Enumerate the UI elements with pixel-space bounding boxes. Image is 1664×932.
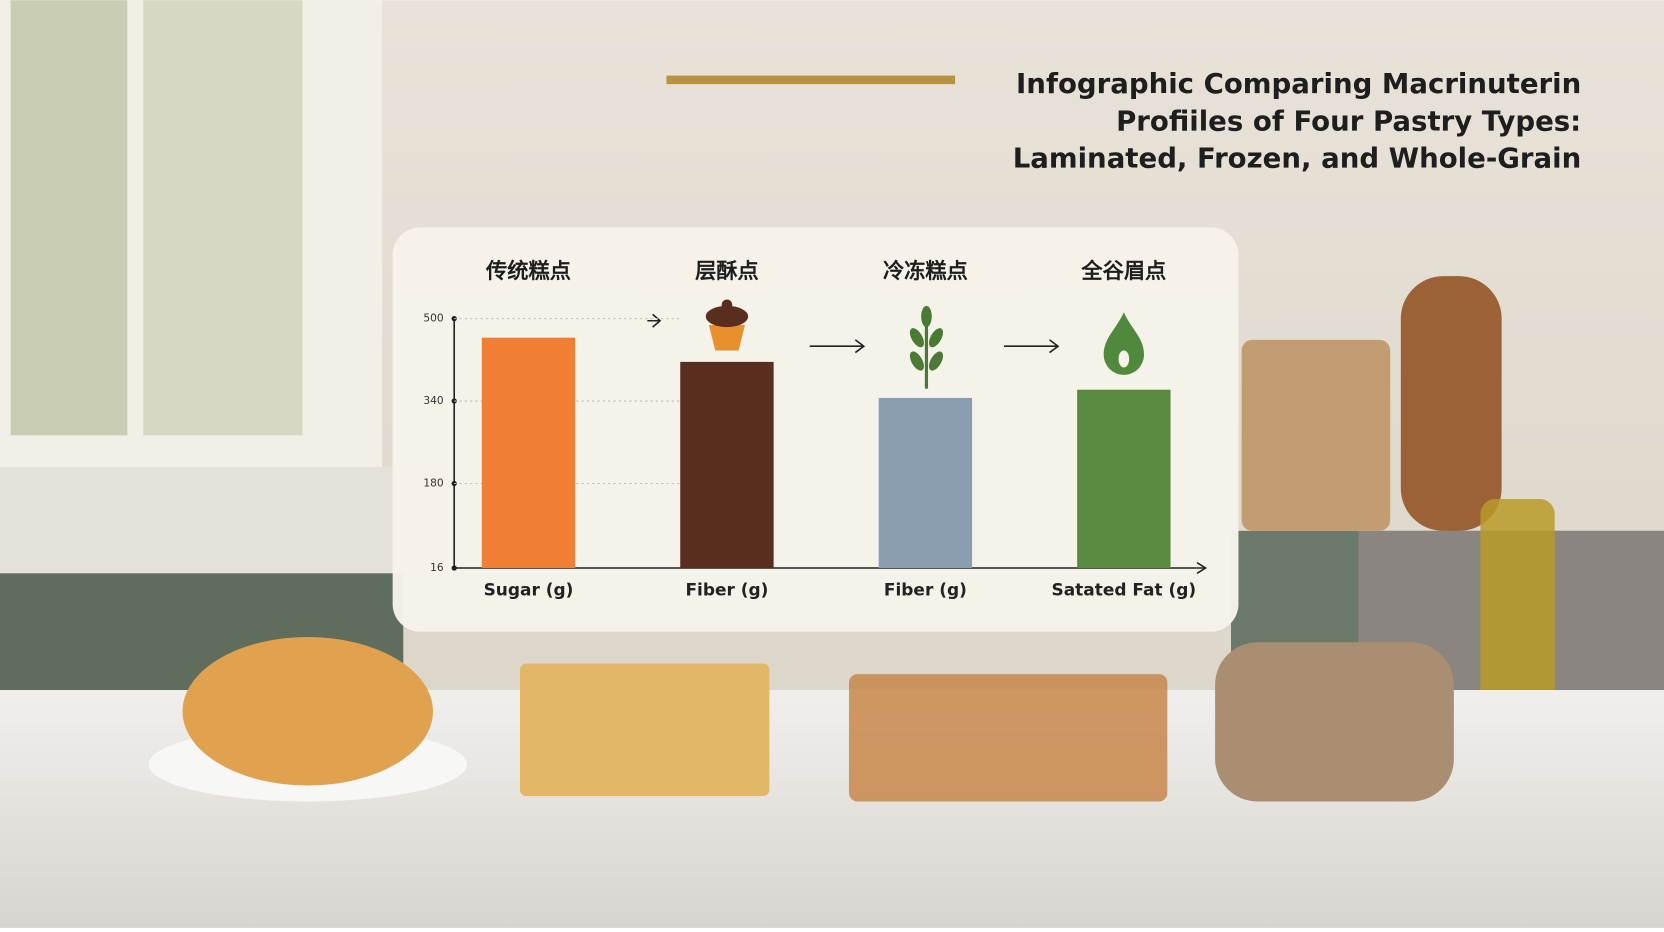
wheat-icon (909, 305, 944, 389)
group-label: 冷冻糕点 (883, 258, 968, 284)
x-tick-label: Sugar (g) (484, 580, 574, 600)
x-tick-label: Fiber (g) (685, 580, 768, 600)
bar (1077, 389, 1171, 568)
y-tick-label: 340 (423, 394, 444, 407)
pastry-tray (848, 674, 1168, 802)
sink-counter (0, 467, 446, 574)
window-pane (143, 0, 303, 436)
bar (878, 397, 973, 568)
group-label: 层酥点 (695, 258, 759, 284)
tick-mark (451, 565, 457, 571)
chart-title: Laminated, Frozen, and Whole-Grain (1013, 141, 1582, 174)
group-label: 全谷眉点 (1080, 258, 1166, 284)
y-tick-label: 500 (423, 312, 444, 325)
bar (680, 361, 774, 568)
pastry (182, 636, 433, 786)
flour-bag (1241, 339, 1391, 531)
arrow (647, 313, 662, 328)
cutting-board (1400, 276, 1502, 531)
x-tick-label: Fiber (g) (884, 580, 967, 600)
x-tick-label: Satated Fat (g) (1052, 580, 1197, 600)
chart-card (392, 227, 1239, 632)
cupcake-icon (705, 299, 749, 351)
window-pane (10, 0, 128, 436)
group-label: 传统糕点 (485, 258, 571, 284)
chart-title: Infographic Comparing Macrinuterin (1016, 67, 1581, 100)
arrow (1003, 339, 1060, 354)
bread (1215, 642, 1454, 802)
y-tick-label: 180 (423, 476, 444, 489)
arrow (809, 339, 866, 354)
y-tick-label: 16 (430, 561, 444, 574)
title-group: Infographic Comparing Macrinuterin Profi… (1013, 67, 1582, 174)
pastry (520, 663, 770, 797)
axis-arrow (1196, 562, 1208, 574)
chart-title: Profiiles of Four Pastry Types: (1116, 104, 1581, 137)
bar (481, 337, 576, 568)
drop-icon (1103, 312, 1144, 375)
